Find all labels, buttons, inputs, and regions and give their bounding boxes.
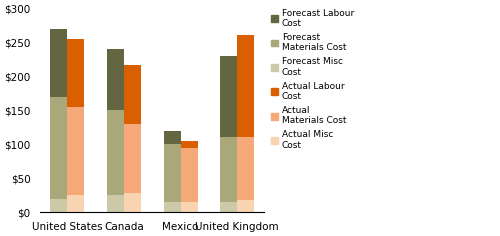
Bar <box>164 144 180 202</box>
Bar <box>50 97 68 198</box>
Bar <box>180 202 198 212</box>
Bar <box>107 110 124 195</box>
Bar <box>50 198 68 212</box>
Bar <box>124 65 141 124</box>
Bar <box>107 195 124 212</box>
Bar <box>68 39 84 107</box>
Bar <box>220 56 237 137</box>
Bar <box>124 193 141 212</box>
Bar <box>164 202 180 212</box>
Bar <box>68 107 84 195</box>
Bar <box>220 137 237 202</box>
Bar <box>237 200 254 212</box>
Bar <box>237 137 254 200</box>
Bar <box>50 29 68 97</box>
Bar <box>107 49 124 110</box>
Legend: Forecast Labour
Cost, Forecast
Materials Cost, Forecast Misc
Cost, Actual Labour: Forecast Labour Cost, Forecast Materials… <box>271 8 354 150</box>
Bar <box>124 124 141 193</box>
Bar <box>237 35 254 137</box>
Bar <box>164 131 180 144</box>
Bar <box>220 202 237 212</box>
Bar <box>180 141 198 148</box>
Bar <box>68 195 84 212</box>
Bar <box>180 148 198 202</box>
